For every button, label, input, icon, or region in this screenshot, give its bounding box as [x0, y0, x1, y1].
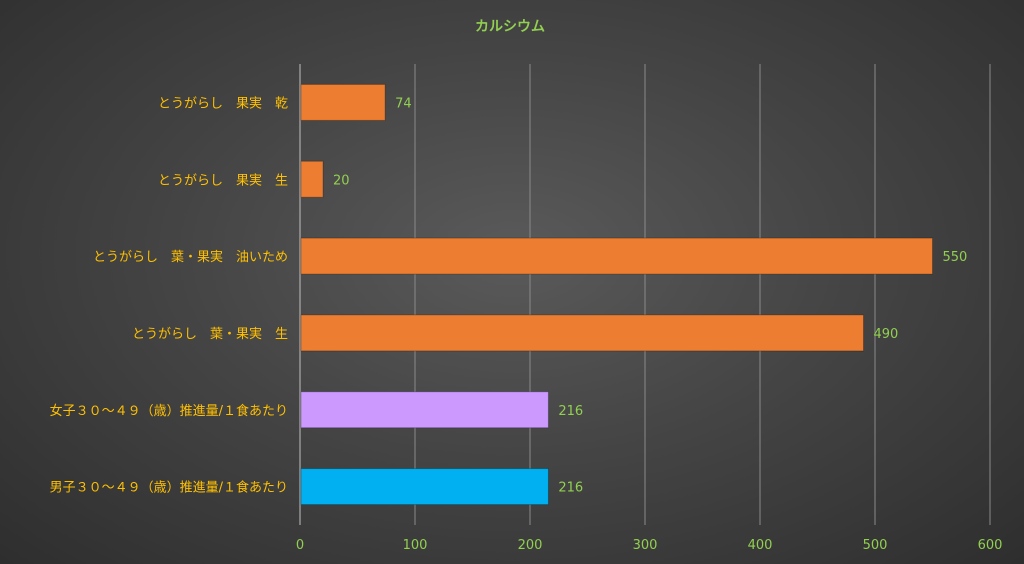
x-tick-label: 600	[978, 538, 1003, 553]
bar	[300, 160, 324, 198]
x-tick-label: 0	[296, 538, 304, 553]
chart-title: カルシウム	[475, 19, 545, 35]
bar	[300, 391, 549, 429]
bar	[300, 314, 864, 352]
category-label: とうがらし 葉・果実 油いため	[93, 249, 288, 265]
category-label: 男子３０～４９（歳）推進量/１食あたり	[50, 480, 288, 496]
category-label: 女子３０～４９（歳）推進量/１食あたり	[50, 403, 288, 419]
category-label: とうがらし 果実 生	[158, 172, 288, 188]
x-tick-label: 500	[863, 538, 888, 553]
x-tick-label: 200	[518, 538, 543, 553]
category-label: とうがらし 葉・果実 生	[132, 326, 288, 342]
data-label: 490	[874, 327, 899, 342]
data-label: 216	[558, 481, 583, 496]
bars	[300, 83, 933, 506]
x-tick-label: 400	[748, 538, 773, 553]
category-label: とうがらし 果実 乾	[158, 95, 288, 111]
gridlines	[299, 64, 991, 525]
x-tick-label: 100	[403, 538, 428, 553]
bar	[300, 468, 549, 506]
bar	[300, 237, 933, 275]
data-label: 20	[333, 173, 350, 188]
data-label: 216	[558, 404, 583, 419]
bar	[300, 83, 386, 121]
labels: 0 100 200 300 400 500 600 とうがらし 果実 乾 74 とうがらし 果実 …	[50, 95, 1003, 553]
data-label: 74	[395, 96, 412, 111]
x-tick-label: 300	[633, 538, 658, 553]
data-label: 550	[943, 250, 968, 265]
